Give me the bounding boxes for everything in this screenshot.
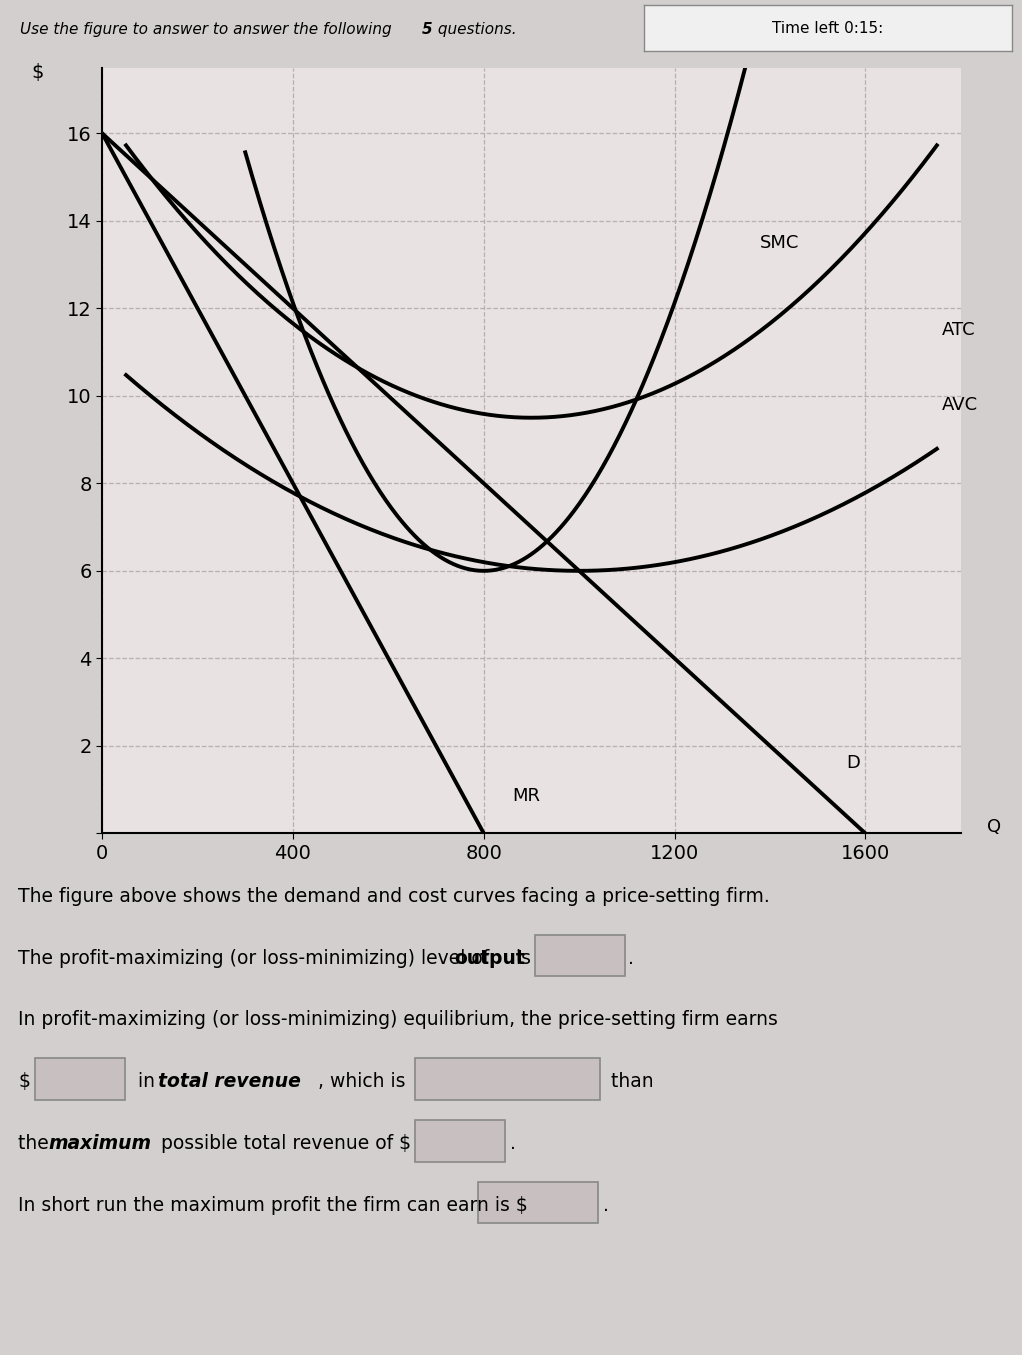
Text: .: . (603, 1195, 609, 1214)
Text: In profit-maximizing (or loss-minimizing) equilibrium, the price-setting firm ea: In profit-maximizing (or loss-minimizing… (18, 1011, 778, 1030)
Text: The figure above shows the demand and cost curves facing a price-setting firm.: The figure above shows the demand and co… (18, 886, 770, 905)
Text: In short run the maximum profit the firm can earn is $: In short run the maximum profit the firm… (18, 1195, 527, 1214)
Text: output: output (454, 948, 524, 967)
FancyBboxPatch shape (478, 1182, 598, 1224)
Text: , which is: , which is (318, 1072, 406, 1091)
FancyBboxPatch shape (415, 1058, 600, 1100)
Text: D: D (846, 755, 861, 772)
Text: $: $ (18, 1072, 30, 1091)
Text: 5: 5 (422, 22, 432, 38)
Text: possible total revenue of $: possible total revenue of $ (155, 1134, 411, 1153)
Text: ATC: ATC (941, 321, 975, 339)
FancyBboxPatch shape (35, 1058, 125, 1100)
Text: questions.: questions. (433, 22, 517, 38)
FancyBboxPatch shape (415, 1119, 505, 1161)
Text: Q: Q (987, 818, 1001, 836)
Text: AVC: AVC (941, 396, 978, 413)
Text: maximum: maximum (48, 1134, 151, 1153)
Text: The profit-maximizing (or loss-minimizing) level of: The profit-maximizing (or loss-minimizin… (18, 948, 496, 967)
Text: MR: MR (512, 787, 541, 805)
Text: .: . (510, 1134, 516, 1153)
Text: Time left 0:15:: Time left 0:15: (773, 20, 883, 37)
Text: $: $ (32, 62, 44, 81)
Text: .: . (628, 948, 634, 967)
FancyBboxPatch shape (535, 935, 625, 977)
Text: is: is (510, 948, 531, 967)
Text: in: in (132, 1072, 161, 1091)
Text: total revenue: total revenue (158, 1072, 300, 1091)
Text: than: than (605, 1072, 654, 1091)
Text: Use the figure to answer to answer the following: Use the figure to answer to answer the f… (20, 22, 397, 38)
Text: the: the (18, 1134, 55, 1153)
Text: SMC: SMC (760, 234, 800, 252)
